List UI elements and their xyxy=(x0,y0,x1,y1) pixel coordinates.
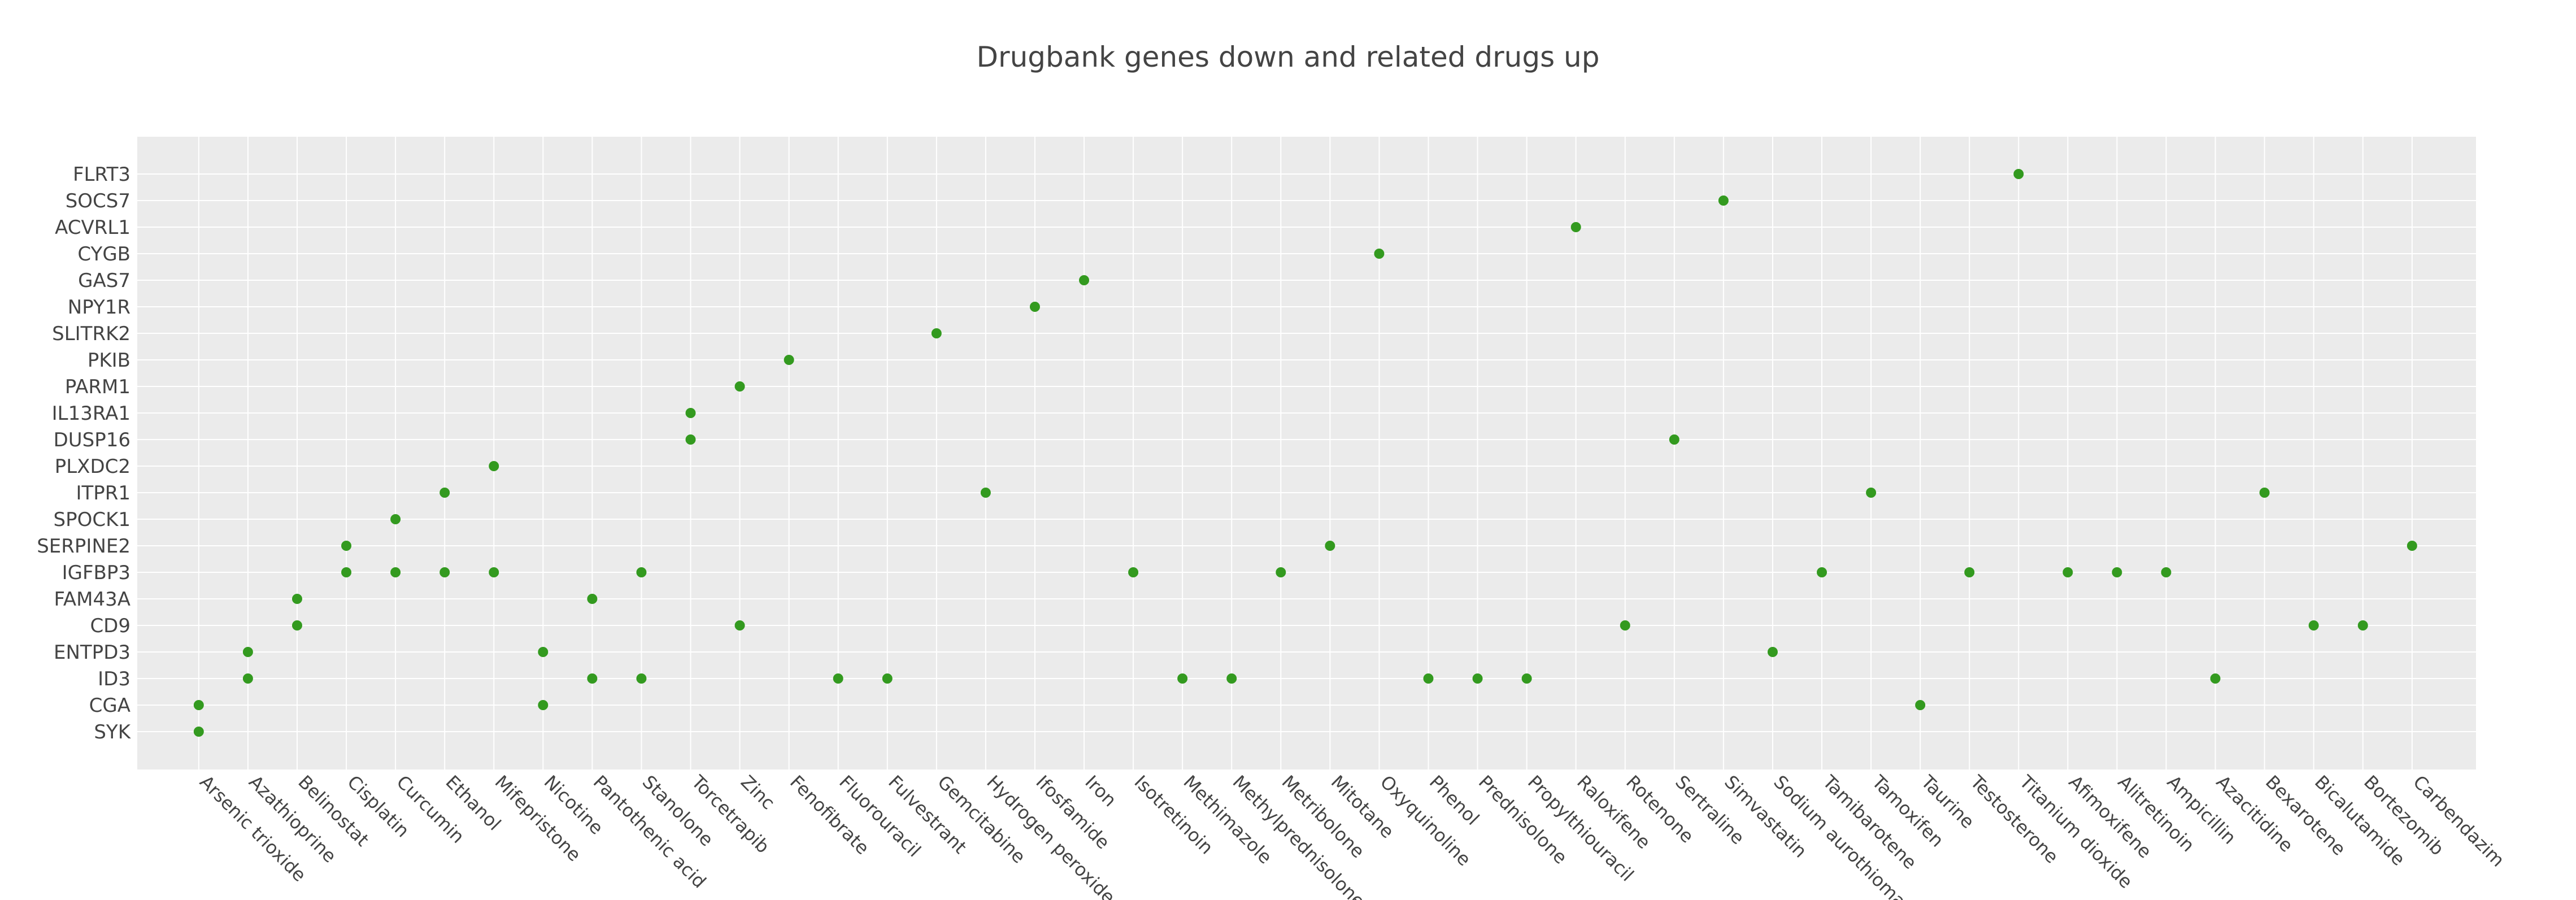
data-point xyxy=(2013,169,2024,179)
y-tick-label: CGA xyxy=(89,694,130,717)
data-point xyxy=(538,647,549,657)
data-point xyxy=(1472,673,1483,684)
data-point xyxy=(1620,620,1630,631)
x-tick-label: Prednisolone xyxy=(1474,771,1572,868)
data-point xyxy=(734,620,745,631)
data-point xyxy=(1866,488,1877,498)
data-point xyxy=(390,567,401,577)
data-point xyxy=(587,594,598,604)
data-point xyxy=(2210,673,2221,684)
data-point xyxy=(1423,673,1434,684)
data-point xyxy=(1226,673,1237,684)
data-point xyxy=(1669,434,1679,445)
y-tick-label: SOCS7 xyxy=(66,190,130,212)
y-tick-label: IGFBP3 xyxy=(62,562,130,584)
data-point xyxy=(242,673,253,684)
data-point xyxy=(636,673,647,684)
data-point xyxy=(489,461,499,471)
x-tick-label: Mifepristone xyxy=(491,771,585,866)
data-point xyxy=(685,408,696,418)
y-tick-label: SLITRK2 xyxy=(52,323,130,345)
data-point xyxy=(587,673,598,684)
data-point xyxy=(2308,620,2319,631)
y-tick-label: ID3 xyxy=(98,668,130,690)
data-point xyxy=(538,700,549,710)
data-point xyxy=(440,567,450,577)
data-point xyxy=(685,434,696,445)
data-point xyxy=(440,488,450,498)
data-point xyxy=(193,700,204,710)
data-point xyxy=(291,594,302,604)
data-point xyxy=(784,355,794,365)
data-point xyxy=(1915,700,1926,710)
data-point xyxy=(882,673,893,684)
y-tick-label: SPOCK1 xyxy=(53,508,130,531)
data-point xyxy=(242,647,253,657)
data-point xyxy=(2259,488,2270,498)
data-point xyxy=(1570,222,1581,232)
data-point xyxy=(833,673,843,684)
data-point xyxy=(291,620,302,631)
y-tick-label: DUSP16 xyxy=(54,429,130,451)
y-tick-label: ITPR1 xyxy=(76,482,130,505)
data-point xyxy=(2357,620,2368,631)
data-point xyxy=(2112,567,2122,577)
y-tick-label: IL13RA1 xyxy=(52,402,130,425)
y-tick-label: CD9 xyxy=(90,615,130,637)
data-point xyxy=(931,328,942,338)
y-tick-label: ENTPD3 xyxy=(54,641,130,664)
y-tick-label: PLXDC2 xyxy=(55,455,130,478)
data-point xyxy=(1374,249,1385,259)
data-point xyxy=(636,567,647,577)
chart-title: Drugbank genes down and related drugs up xyxy=(976,41,1600,73)
y-tick-label: PARM1 xyxy=(65,376,130,398)
data-point xyxy=(1964,567,1975,577)
plot-area xyxy=(137,137,2476,769)
y-tick-label: SERPINE2 xyxy=(37,535,130,558)
data-point xyxy=(341,567,352,577)
data-point xyxy=(1325,541,1335,551)
data-point xyxy=(2161,567,2172,577)
data-point xyxy=(390,514,401,524)
y-tick-label: FLRT3 xyxy=(73,163,130,186)
data-point xyxy=(1817,567,1827,577)
y-tick-label: GAS7 xyxy=(78,269,130,292)
y-tick-label: CYGB xyxy=(77,243,130,266)
y-tick-label: FAM43A xyxy=(54,588,130,611)
data-point xyxy=(1718,195,1729,206)
data-point xyxy=(341,541,352,551)
data-point xyxy=(1767,647,1778,657)
data-point xyxy=(1079,275,1090,285)
data-point xyxy=(1029,302,1040,312)
data-point xyxy=(1177,673,1188,684)
x-tick-label: Iron xyxy=(1081,771,1121,811)
data-point xyxy=(1276,567,1286,577)
data-point xyxy=(734,381,745,392)
y-tick-label: SYK xyxy=(94,721,131,744)
y-tick-label: NPY1R xyxy=(68,296,130,319)
y-tick-label: PKIB xyxy=(88,349,130,372)
data-point xyxy=(980,488,991,498)
data-point xyxy=(489,567,499,577)
data-point xyxy=(1128,567,1139,577)
x-tick-label: Testosterone xyxy=(1966,771,2062,867)
data-point xyxy=(1521,673,1532,684)
x-tick-label: Zinc xyxy=(737,771,779,814)
y-tick-label: ACVRL1 xyxy=(55,216,130,239)
data-point xyxy=(2062,567,2073,577)
data-point xyxy=(2407,541,2417,551)
data-point xyxy=(193,727,204,737)
